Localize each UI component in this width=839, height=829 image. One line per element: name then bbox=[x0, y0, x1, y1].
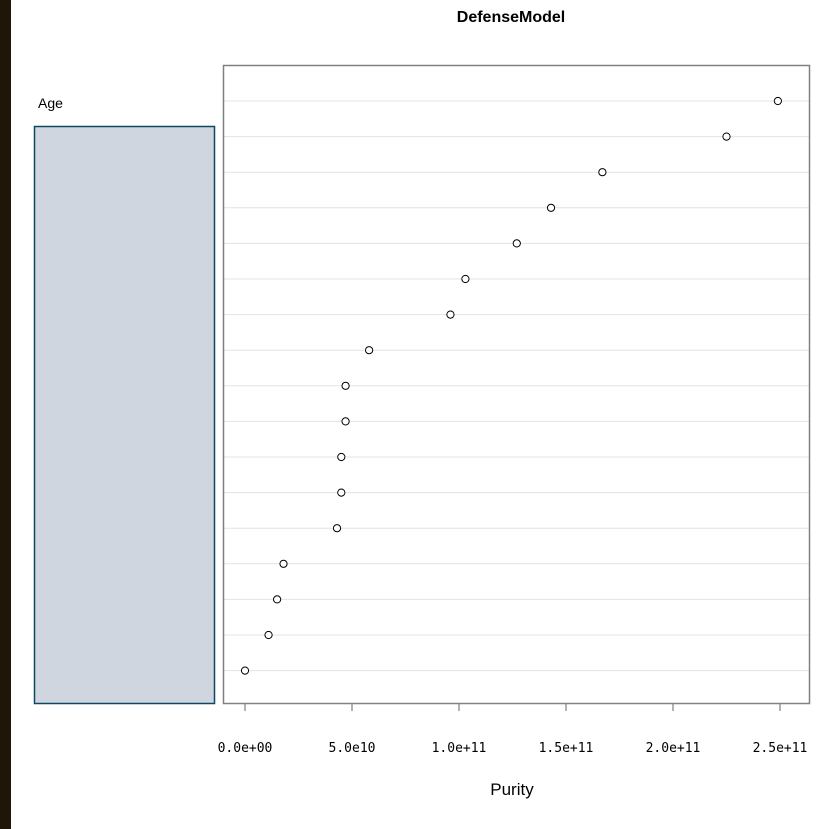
chart-canvas: DefenseModel Age 0.0e+00 5.0e10 1.0e+11 1.5… bbox=[11, 0, 839, 829]
data-point bbox=[240, 666, 250, 675]
x-tick-label: 0.0e+00 bbox=[218, 741, 273, 756]
data-point bbox=[446, 310, 455, 319]
data-point bbox=[773, 96, 782, 106]
data-point bbox=[546, 203, 556, 212]
x-tick-label: 5.0e10 bbox=[329, 741, 376, 756]
data-point bbox=[598, 168, 607, 177]
plot-frame bbox=[222, 64, 811, 705]
x-axis-ticks: 0.0e+00 5.0e10 1.0e+11 1.5e+11 2.0e+11 2.5e+1… bbox=[218, 703, 808, 756]
data-point bbox=[512, 239, 521, 248]
data-point bbox=[341, 417, 350, 426]
chart-title: DefenseModel bbox=[457, 9, 565, 26]
gridlines bbox=[224, 100, 809, 672]
data-point bbox=[332, 524, 342, 533]
data-points bbox=[240, 96, 782, 675]
x-tick-label: 1.5e+11 bbox=[539, 741, 594, 756]
x-tick-label: 2.5e+11 bbox=[753, 741, 808, 756]
data-point bbox=[341, 381, 350, 390]
data-point bbox=[365, 346, 374, 355]
data-point bbox=[722, 132, 731, 141]
x-tick-label: 1.0e+11 bbox=[432, 741, 487, 756]
dotplot-chart: DefenseModel Age 0.0e+00 5.0e10 1.0e+11 1.5… bbox=[33, 9, 811, 799]
x-axis-label: Purity bbox=[490, 780, 534, 799]
data-point bbox=[273, 595, 282, 604]
data-point bbox=[279, 559, 288, 568]
label-panel bbox=[33, 125, 216, 705]
data-point bbox=[337, 452, 346, 462]
data-point bbox=[461, 274, 470, 284]
x-tick-label: 2.0e+11 bbox=[646, 741, 701, 756]
data-point bbox=[264, 630, 273, 640]
data-point bbox=[337, 488, 346, 497]
y-axis-label: Age bbox=[38, 95, 63, 111]
